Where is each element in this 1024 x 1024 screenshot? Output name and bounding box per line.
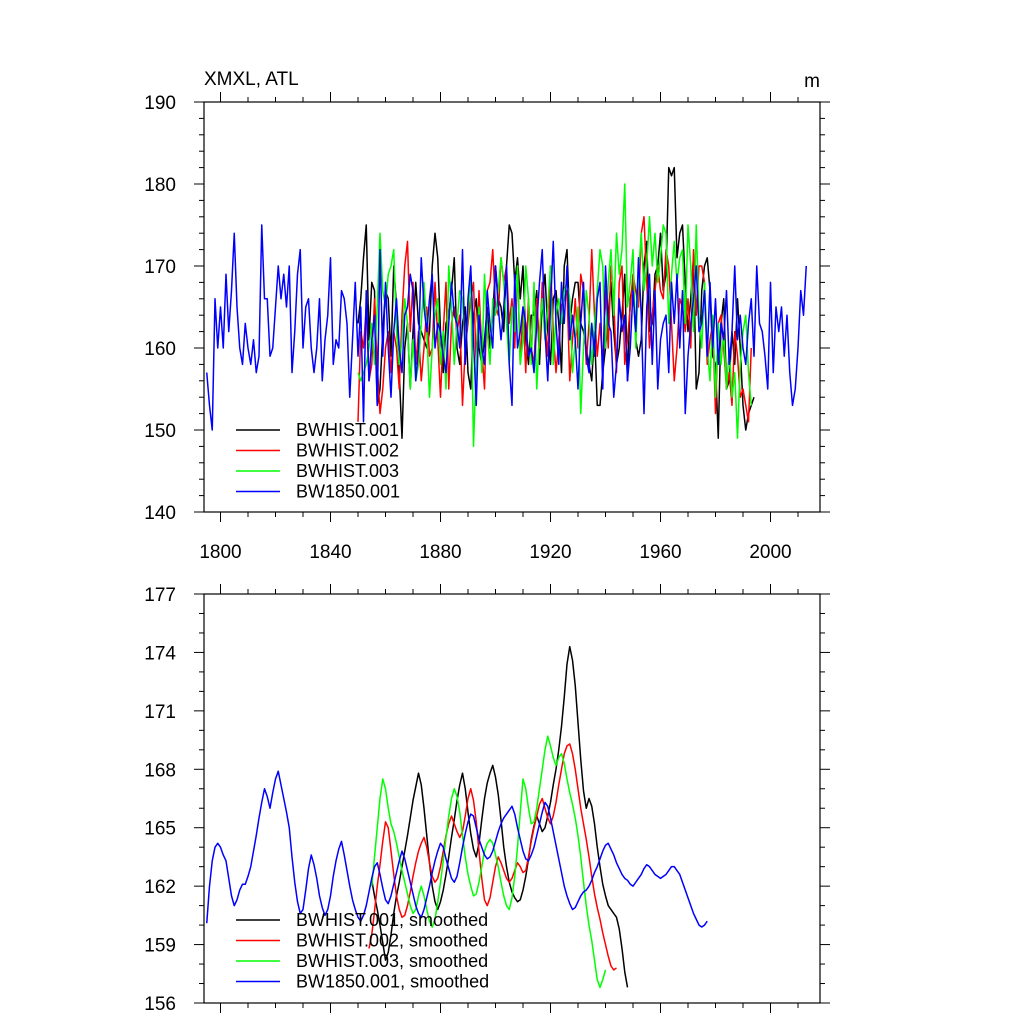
series-group — [206, 166, 807, 448]
x-tick-label: 1800 — [199, 542, 241, 563]
y-tick-label: 177 — [144, 585, 176, 606]
legend-label-bwhist-002: BWHIST.002 — [296, 441, 399, 461]
series-line-bwhist-002-smoothed — [368, 743, 617, 971]
y-tick-label: 162 — [144, 877, 176, 898]
y-tick-label: 140 — [144, 503, 176, 524]
top-panel: 1800 1840 1880 1920 1960 2000 140 150 160 170 180 1… — [144, 92, 830, 563]
chart-title: XMXL, ATL — [204, 69, 299, 90]
y-tick-label: 150 — [144, 421, 176, 442]
series-line-bwhist-001-smoothed — [371, 645, 629, 988]
series-line-bw1850-001 — [206, 224, 807, 431]
y-tick-label: 171 — [144, 702, 176, 723]
x-tick-label: 1880 — [419, 542, 461, 563]
legend-label-bwhist-001: BWHIST.001 — [296, 420, 399, 440]
x-tick-label: 1840 — [309, 542, 351, 563]
legend-label-bw1850-001: BW1850.001 — [296, 482, 400, 502]
plot-frame — [203, 101, 821, 513]
legend-label-bw1850-001-smoothed: BW1850.001, smoothed — [296, 972, 489, 992]
legend-label-bwhist-003: BWHIST.003 — [296, 461, 399, 481]
bottom-panel: 156 159 162 165 168 171 174 177 BWHIST.001, smoo… — [144, 584, 830, 1015]
series-line-bwhist-003-smoothed — [371, 735, 607, 989]
legend-label-bwhist-002-smoothed: BWHIST.002, smoothed — [296, 931, 488, 951]
y-tick-label: 156 — [144, 994, 176, 1015]
x-tick-label: 2000 — [749, 542, 791, 563]
plot-frame — [203, 593, 821, 1004]
legend-label-bwhist-001-smoothed: BWHIST.001, smoothed — [296, 910, 488, 930]
y-tick-label: 168 — [144, 760, 176, 781]
y-tick-label: 174 — [144, 643, 176, 664]
y-tick-label: 160 — [144, 339, 176, 360]
y-tick-label: 190 — [144, 93, 176, 114]
x-tick-label: 1920 — [529, 542, 571, 563]
y-tick-label: 180 — [144, 175, 176, 196]
y-tick-label: 170 — [144, 257, 176, 278]
units-label: m — [804, 71, 820, 92]
series-line-bw1850-001-smoothed — [206, 770, 708, 928]
y-tick-label: 159 — [144, 936, 176, 957]
y-tick-label: 165 — [144, 819, 176, 840]
series-group — [206, 645, 708, 989]
legend-label-bwhist-003-smoothed: BWHIST.003, smoothed — [296, 951, 488, 971]
x-tick-label: 1960 — [639, 542, 681, 563]
